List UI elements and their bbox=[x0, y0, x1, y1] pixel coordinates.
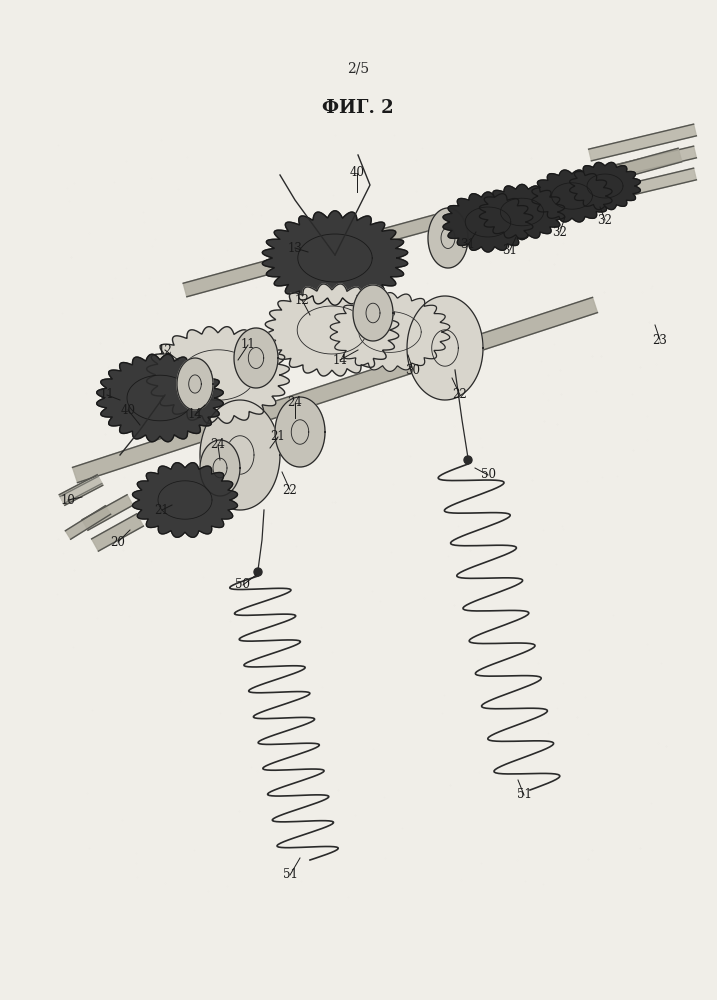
Polygon shape bbox=[183, 148, 682, 297]
Polygon shape bbox=[200, 440, 240, 496]
Polygon shape bbox=[97, 354, 223, 442]
Text: 11: 11 bbox=[241, 338, 255, 352]
Text: 24: 24 bbox=[288, 396, 303, 410]
Text: 21: 21 bbox=[270, 430, 285, 444]
Polygon shape bbox=[589, 124, 696, 161]
Text: 22: 22 bbox=[282, 484, 298, 496]
Polygon shape bbox=[532, 170, 612, 222]
Polygon shape bbox=[480, 184, 564, 240]
Polygon shape bbox=[200, 400, 280, 510]
Text: 10: 10 bbox=[60, 493, 75, 506]
Circle shape bbox=[254, 568, 262, 576]
Polygon shape bbox=[147, 327, 290, 423]
Text: 24: 24 bbox=[211, 438, 225, 452]
Text: 31: 31 bbox=[503, 243, 518, 256]
Polygon shape bbox=[60, 475, 103, 505]
Text: 11: 11 bbox=[100, 388, 115, 401]
Polygon shape bbox=[65, 506, 110, 539]
Text: ФИГ. 2: ФИГ. 2 bbox=[322, 99, 394, 117]
Text: 31: 31 bbox=[460, 238, 475, 251]
Polygon shape bbox=[443, 192, 533, 252]
Polygon shape bbox=[133, 463, 237, 537]
Polygon shape bbox=[72, 297, 597, 483]
Text: 14: 14 bbox=[333, 354, 348, 366]
Text: 14: 14 bbox=[188, 408, 202, 422]
Text: 23: 23 bbox=[652, 334, 668, 347]
Polygon shape bbox=[428, 208, 468, 268]
Text: 12: 12 bbox=[295, 294, 309, 306]
Polygon shape bbox=[262, 211, 408, 305]
Text: 32: 32 bbox=[553, 226, 567, 238]
Text: 21: 21 bbox=[155, 504, 169, 516]
Text: 12: 12 bbox=[158, 344, 172, 357]
Circle shape bbox=[464, 456, 472, 464]
Polygon shape bbox=[589, 146, 696, 183]
Polygon shape bbox=[407, 296, 483, 400]
Text: 32: 32 bbox=[597, 214, 612, 227]
Polygon shape bbox=[92, 514, 143, 551]
Text: 51: 51 bbox=[516, 788, 531, 802]
Text: 30: 30 bbox=[406, 363, 420, 376]
Text: 50: 50 bbox=[480, 468, 495, 482]
Text: 22: 22 bbox=[452, 388, 467, 401]
Text: 2/5: 2/5 bbox=[347, 61, 369, 75]
Polygon shape bbox=[331, 293, 450, 371]
Text: 20: 20 bbox=[110, 536, 125, 548]
Text: 51: 51 bbox=[282, 868, 298, 882]
Polygon shape bbox=[265, 284, 399, 376]
Polygon shape bbox=[569, 162, 640, 210]
Text: 40: 40 bbox=[120, 403, 136, 416]
Polygon shape bbox=[177, 358, 213, 410]
Polygon shape bbox=[275, 397, 325, 467]
Polygon shape bbox=[60, 476, 102, 504]
Polygon shape bbox=[234, 328, 278, 388]
Text: 50: 50 bbox=[235, 578, 250, 591]
Text: 13: 13 bbox=[288, 241, 303, 254]
Polygon shape bbox=[589, 168, 696, 205]
Text: 40: 40 bbox=[349, 166, 364, 180]
Polygon shape bbox=[353, 285, 393, 341]
Polygon shape bbox=[82, 495, 133, 530]
